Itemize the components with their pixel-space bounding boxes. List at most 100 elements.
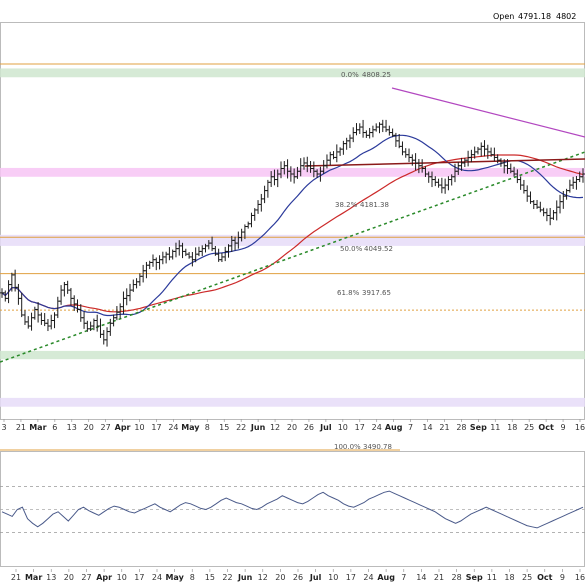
x-axis-bottom-tick: Aug (377, 573, 395, 582)
x-axis-top-tick: 22 (236, 423, 246, 432)
fib-0-label: 0.0% (341, 71, 359, 79)
x-axis-bottom-tick: 10 (328, 573, 338, 582)
x-axis-bottom-tick: 21 (434, 573, 444, 582)
x-axis-bottom-tick: Oct (537, 573, 553, 582)
x-axis-bottom-tick: 14 (416, 573, 426, 582)
x-axis-bottom-tick: 10 (117, 573, 127, 582)
x-axis-top-tick: 17 (151, 423, 161, 432)
x-axis-top-tick: Sep (470, 423, 487, 432)
fib-100-value: 3490.78 (363, 443, 392, 451)
x-axis-bottom-tick: 11 (487, 573, 497, 582)
x-axis-bottom-tick: 13 (46, 573, 56, 582)
x-axis-top-tick: Jun (250, 423, 266, 432)
ma-50-line (1, 134, 584, 317)
x-axis-top-tick: 12 (270, 423, 280, 432)
x-axis-top-tick: 20 (287, 423, 297, 432)
rsi-plot (0, 486, 585, 533)
support-zone-green (0, 350, 585, 360)
x-axis-top-tick: 8 (205, 423, 210, 432)
downtrend-line (391, 87, 585, 138)
x-axis-bottom-tick: 24 (152, 573, 162, 582)
open-label: Open (493, 12, 514, 21)
x-axis-top-tick: Aug (385, 423, 403, 432)
x-axis-top-tick: 26 (304, 423, 314, 432)
x-axis-bottom-tick: 9 (560, 573, 565, 582)
next-value: 4802 (556, 12, 576, 21)
support-line (304, 158, 585, 167)
x-axis-bottom-tick: 20 (64, 573, 74, 582)
resistance-zone-pink (0, 167, 585, 177)
fib-618-label: 61.8% (337, 289, 360, 297)
price-plot (0, 63, 585, 407)
x-axis-bottom-tick: 15 (205, 573, 215, 582)
x-axis-top-tick: 14 (422, 423, 432, 432)
x-axis-top-tick: 10 (134, 423, 144, 432)
fib-50-value: 4049.52 (364, 245, 393, 253)
x-axis-top-tick: 18 (507, 423, 517, 432)
x-axis-top-tick: Apr (115, 423, 131, 432)
open-value: 4791.18 (518, 12, 551, 21)
rsi-line (1, 490, 584, 529)
x-axis-bottom-tick: 8 (190, 573, 195, 582)
x-axis-top-tick: 13 (67, 423, 77, 432)
x-axis-top-tick: May (181, 423, 200, 432)
x-axis-bottom-tick: 25 (522, 573, 532, 582)
x-axis-top-tick: 11 (490, 423, 500, 432)
x-axis-bottom-tick: 22 (222, 573, 232, 582)
support-zone-lavender (0, 397, 585, 407)
x-axis-bottom-tick: May (165, 573, 184, 582)
fib-labels: 0.0% 4808.25 38.2% 4181.38 50.0% 4049.52… (334, 71, 393, 451)
x-axis-top-tick: Mar (29, 423, 46, 432)
x-axis-bottom-tick: 12 (258, 573, 268, 582)
x-axis-bottom-tick: 27 (81, 573, 91, 582)
x-axis-bottom-tick: 26 (293, 573, 303, 582)
fib-zone-lavender (0, 234, 585, 246)
x-axis-bottom-tick: 17 (134, 573, 144, 582)
x-axis-top-tick: 15 (219, 423, 229, 432)
x-axis-top-tick: 24 (372, 423, 382, 432)
fib-0-value: 4808.25 (362, 71, 391, 79)
x-axes: 3 21 Mar 6 13 20 27 Apr 10 17 24 May 8 15 22 Jun 12 20 26 J… (0, 419, 585, 582)
x-axis-bottom-tick: Sep (466, 573, 483, 582)
fib-100-label: 100.0% (334, 443, 361, 451)
x-axis-top-tick: 28 (456, 423, 466, 432)
fib-382-value: 4181.38 (360, 201, 389, 209)
x-axis-top-tick: 27 (101, 423, 111, 432)
x-axis-top-tick: 20 (84, 423, 94, 432)
x-axis-bottom-tick: 24 (363, 573, 373, 582)
x-axis-top-tick: 21 (439, 423, 449, 432)
x-axis-top-tick: 16 (575, 423, 585, 432)
ma-200-line (1, 154, 584, 313)
x-axis-bottom-tick: 7 (401, 573, 406, 582)
x-axis-top-tick: 21 (16, 423, 26, 432)
main-panel (0, 22, 585, 420)
x-axis-bottom-tick: Apr (96, 573, 112, 582)
x-axis-top-tick: 24 (168, 423, 178, 432)
x-axis-top-tick: 3 (1, 423, 6, 432)
x-axis-top-tick: 17 (355, 423, 365, 432)
x-axis-bottom-tick: Jul (309, 573, 322, 582)
fib-618-value: 3917.65 (362, 289, 391, 297)
x-axis-bottom-tick: 16 (575, 573, 585, 582)
x-axis-bottom-tick: Jun (237, 573, 253, 582)
x-axis-top-tick: Jul (319, 423, 332, 432)
x-axis-top-tick: 7 (408, 423, 413, 432)
fib-382-label: 38.2% (335, 201, 358, 209)
x-axis-top-tick: 10 (338, 423, 348, 432)
x-axis-bottom-tick: 20 (275, 573, 285, 582)
x-axis-top-tick: 9 (561, 423, 566, 432)
header: Open 4791.18 4802 (493, 12, 576, 21)
rsi-panel (0, 451, 585, 567)
x-axis-bottom-tick: 28 (452, 573, 462, 582)
x-axis-bottom-tick: 18 (504, 573, 514, 582)
x-axis-top-tick: 6 (52, 423, 57, 432)
x-axis-bottom-tick: 17 (346, 573, 356, 582)
fib-50-label: 50.0% (340, 245, 363, 253)
x-axis-top-tick: Oct (538, 423, 554, 432)
x-axis-top-tick: 25 (524, 423, 534, 432)
resistance-zone-green (0, 68, 585, 78)
x-axis-bottom-tick: Mar (25, 573, 42, 582)
x-axis-bottom-tick: 21 (11, 573, 21, 582)
